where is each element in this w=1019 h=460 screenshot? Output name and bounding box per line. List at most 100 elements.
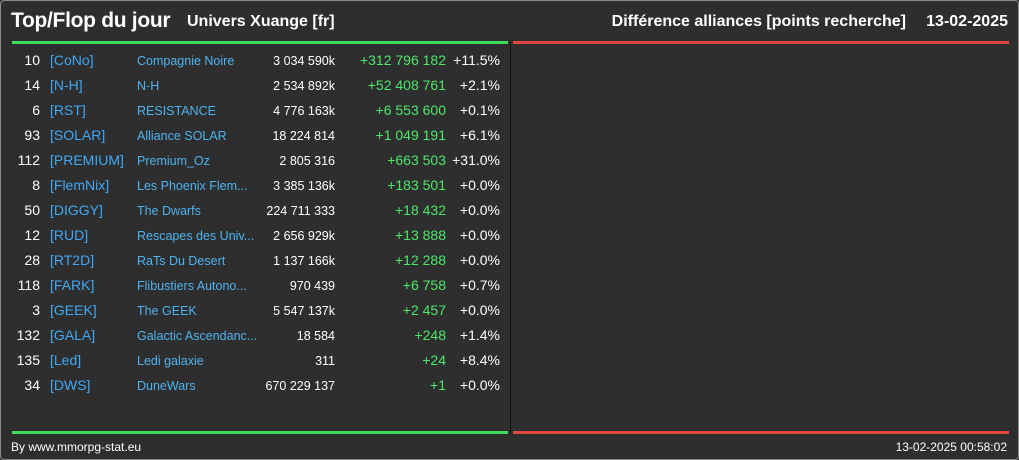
points-cell: 3 385 136k <box>273 179 335 193</box>
table-row: 34 [DWS] DuneWars 670 229 137 +1 +0.0% <box>12 373 508 398</box>
points-cell: 224 711 333 <box>266 204 335 218</box>
difference-cell: +18 432 <box>395 202 446 218</box>
alliance-name-link[interactable]: Rescapes des Univ... <box>137 229 255 243</box>
table-row: 50 [DIGGY] The Dwarfs 224 711 333 +18 432 +0.… <box>12 198 508 223</box>
panel-divider <box>510 44 511 434</box>
table-row: 132 [GALA] Galactic Ascendanc... 18 584 +248… <box>12 323 508 348</box>
percent-cell: +2.1% <box>459 77 500 93</box>
rank-cell: 93 <box>24 127 40 143</box>
flop-panel-bottom-bar <box>513 431 1009 434</box>
alliance-name-link[interactable]: Alliance SOLAR <box>137 129 227 143</box>
table-row: 28 [RT2D] RaTs Du Desert 1 137 166k +12 288 +… <box>12 248 508 273</box>
difference-cell: +1 049 191 <box>375 127 446 143</box>
alliance-tag-link[interactable]: [DWS] <box>50 377 91 393</box>
difference-cell: +1 <box>430 377 446 393</box>
alliance-name-link[interactable]: DuneWars <box>137 379 196 393</box>
table-row: 12 [RUD] Rescapes des Univ... 2 656 929k +13… <box>12 223 508 248</box>
rank-cell: 8 <box>32 177 40 193</box>
points-cell: 18 224 814 <box>272 129 335 143</box>
difference-cell: +13 888 <box>395 227 446 243</box>
table-row: 8 [FlemNix] Les Phoenix Flem... 3 385 136k +… <box>12 173 508 198</box>
flop-panel-bar <box>513 41 1009 44</box>
table-row: 10 [CoNo] Compagnie Noire 3 034 590k +312 79… <box>12 48 508 73</box>
percent-cell: +31.0% <box>452 152 500 168</box>
difference-cell: +24 <box>422 352 446 368</box>
flop-list <box>511 44 1009 431</box>
difference-cell: +6 758 <box>402 277 446 293</box>
alliance-name-link[interactable]: The Dwarfs <box>137 204 201 218</box>
generated-timestamp: 13-02-2025 00:58:02 <box>895 440 1007 454</box>
alliance-tag-link[interactable]: [RUD] <box>50 227 89 243</box>
alliance-tag-link[interactable]: [FARK] <box>50 277 95 293</box>
rank-cell: 132 <box>16 327 40 343</box>
table-row: 6 [RST] RESISTANCE 4 776 163k +6 553 600 +0.1… <box>12 98 508 123</box>
table-row: 3 [GEEK] The GEEK 5 547 137k +2 457 +0.0% <box>12 298 508 323</box>
points-cell: 2 805 316 <box>279 154 335 168</box>
difference-cell: +52 408 761 <box>367 77 446 93</box>
points-cell: 970 439 <box>289 279 335 293</box>
difference-cell: +663 503 <box>387 152 446 168</box>
table-row: 14 [N-H] N-H 2 534 892k +52 408 761 +2.1% <box>12 73 508 98</box>
page-title: Top/Flop du jour <box>11 9 171 32</box>
rank-cell: 10 <box>24 52 40 68</box>
alliance-name-link[interactable]: The GEEK <box>137 304 197 318</box>
difference-cell: +183 501 <box>387 177 446 193</box>
alliance-tag-link[interactable]: [FlemNix] <box>50 177 110 193</box>
percent-cell: +0.0% <box>459 227 500 243</box>
alliance-name-link[interactable]: N-H <box>137 79 160 93</box>
points-cell: 2 534 892k <box>273 79 335 93</box>
points-cell: 4 776 163k <box>273 104 335 118</box>
alliance-name-link[interactable]: Premium_Oz <box>137 154 210 168</box>
alliance-name-link[interactable]: Flibustiers Autono... <box>137 279 247 293</box>
rank-cell: 112 <box>17 152 40 168</box>
alliance-tag-link[interactable]: [CoNo] <box>50 52 94 68</box>
difference-cell: +248 <box>414 327 446 343</box>
rank-cell: 28 <box>24 252 40 268</box>
table-row: 93 [SOLAR] Alliance SOLAR 18 224 814 +1 049 … <box>12 123 508 148</box>
percent-cell: +1.4% <box>459 327 500 343</box>
points-cell: 3 034 590k <box>273 54 335 68</box>
alliance-name-link[interactable]: Galactic Ascendanc... <box>137 329 258 343</box>
alliance-tag-link[interactable]: [GALA] <box>50 327 96 343</box>
table-row: 118 [FARK] Flibustiers Autono... 970 439 +6 … <box>12 273 508 298</box>
rank-cell: 135 <box>16 352 40 368</box>
rank-cell: 6 <box>32 102 40 118</box>
header: Top/Flop du jour Univers Xuange [fr] Dif… <box>11 7 1008 37</box>
alliance-name-link[interactable]: Compagnie Noire <box>137 54 235 68</box>
percent-cell: +0.0% <box>459 302 500 318</box>
alliance-tag-link[interactable]: [Led] <box>50 352 82 368</box>
percent-cell: +8.4% <box>459 352 500 368</box>
rank-cell: 118 <box>17 277 40 293</box>
percent-cell: +0.0% <box>459 377 500 393</box>
difference-cell: +6 553 600 <box>375 102 446 118</box>
top-panel-bottom-bar <box>12 431 508 434</box>
alliance-tag-link[interactable]: [GEEK] <box>50 302 97 318</box>
header-date: 13-02-2025 <box>926 13 1008 30</box>
ranking-type-title: Différence alliances [points recherche] <box>611 13 906 30</box>
percent-cell: +0.0% <box>459 252 500 268</box>
site-credit: By www.mmorpg-stat.eu <box>11 440 142 454</box>
alliance-name-link[interactable]: RESISTANCE <box>137 104 216 118</box>
percent-cell: +0.0% <box>459 202 500 218</box>
alliance-name-link[interactable]: RaTs Du Desert <box>137 254 226 268</box>
points-cell: 2 656 929k <box>273 229 335 243</box>
alliance-tag-link[interactable]: [RT2D] <box>50 252 95 268</box>
rank-cell: 12 <box>24 227 40 243</box>
rank-cell: 14 <box>24 77 40 93</box>
percent-cell: +11.5% <box>453 52 500 68</box>
universe-label: Univers Xuange [fr] <box>187 13 335 30</box>
alliance-tag-link[interactable]: [PREMIUM] <box>50 152 124 168</box>
alliance-tag-link[interactable]: [N-H] <box>50 77 83 93</box>
top-panel-bar <box>12 41 508 44</box>
top-list: 10 [CoNo] Compagnie Noire 3 034 590k +312 79… <box>12 48 508 398</box>
table-row: 112 [PREMIUM] Premium_Oz 2 805 316 +663 503 +… <box>12 148 508 173</box>
alliance-name-link[interactable]: Les Phoenix Flem... <box>137 179 248 193</box>
alliance-tag-link[interactable]: [DIGGY] <box>50 202 103 218</box>
alliance-tag-link[interactable]: [SOLAR] <box>50 127 106 143</box>
percent-cell: +0.7% <box>459 277 500 293</box>
alliance-tag-link[interactable]: [RST] <box>50 102 86 118</box>
alliance-name-link[interactable]: Ledi galaxie <box>137 354 204 368</box>
difference-cell: +2 457 <box>402 302 446 318</box>
points-cell: 1 137 166k <box>273 254 335 268</box>
